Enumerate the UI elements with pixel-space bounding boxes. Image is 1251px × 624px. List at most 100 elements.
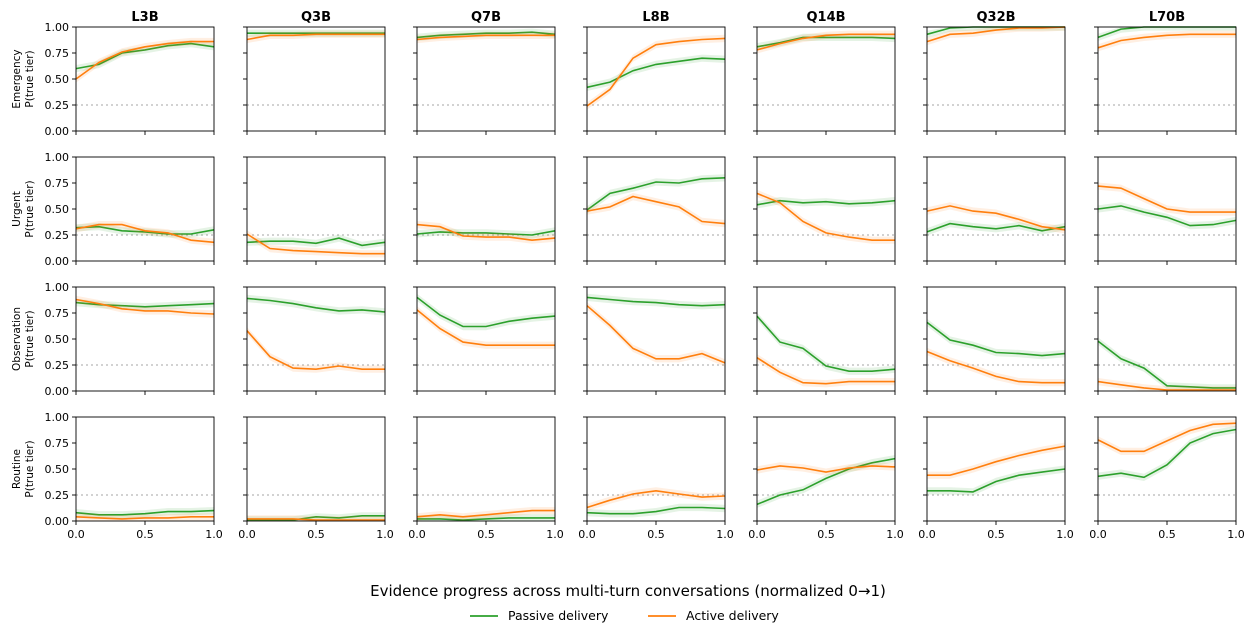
passive-band [247, 234, 385, 249]
y-tick-label: 0.50 [45, 203, 70, 216]
passive-band [76, 299, 214, 311]
passive-line [756, 199, 896, 206]
x-tick-label: 0.0 [408, 528, 426, 541]
legend-item-active: Active delivery [648, 608, 779, 623]
active-band [247, 30, 385, 44]
active-band [1098, 419, 1236, 455]
y-tick-label: 0.00 [45, 515, 70, 528]
y-tick-label: 0.75 [45, 307, 70, 320]
y-tick-label: 0.00 [45, 255, 70, 268]
active-line [416, 309, 555, 346]
panel-frame [416, 416, 556, 522]
active-band [76, 221, 214, 246]
legend-label: Active delivery [686, 608, 779, 623]
panel-emergency-q32b: Q32B [923, 10, 1066, 135]
passive-line [1097, 340, 1236, 389]
active-band [417, 306, 555, 349]
panel-routine-q3b: 0.0 0.5 1.0 [238, 416, 394, 541]
model-title: L70B [1149, 10, 1185, 25]
active-line [586, 305, 726, 364]
panel-routine-l8b: 0.0 0.5 1.0 [578, 416, 734, 541]
x-tick-label: 0.5 [477, 528, 495, 541]
passive-band [927, 27, 1065, 38]
active-line [246, 233, 385, 255]
panel-urgent-q7b [413, 156, 556, 265]
y-tick-label: 0.25 [45, 99, 70, 112]
panel-frame [416, 156, 556, 262]
panel-frame [756, 156, 896, 262]
passive-band [247, 294, 385, 316]
model-title: Q3B [301, 10, 331, 25]
passive-band [1098, 27, 1236, 41]
panel-frame [416, 286, 556, 392]
panel-observation-q14b [753, 286, 896, 395]
panel-routine-q14b: 0.0 0.5 1.0 [748, 416, 904, 541]
tier-label: Emergency [11, 49, 23, 108]
active-line [1097, 33, 1236, 49]
passive-band [757, 197, 895, 209]
active-band [757, 462, 895, 476]
passive-band [1098, 337, 1236, 391]
y-tick-label: 0.50 [45, 463, 70, 476]
active-line [1097, 380, 1236, 391]
passive-band [587, 54, 725, 91]
passive-line [1097, 205, 1237, 227]
passive-line [586, 296, 726, 307]
x-tick-label: 0.0 [918, 528, 936, 541]
passive-line [247, 515, 385, 521]
active-line [586, 37, 726, 107]
active-band [927, 202, 1065, 234]
x-tick-label: 0.5 [136, 528, 154, 541]
y-tick-label: 0.00 [45, 385, 70, 398]
x-tick-label: 0.5 [307, 528, 325, 541]
passive-band [1098, 425, 1236, 481]
active-band [757, 354, 895, 388]
x-tick-label: 0.0 [578, 528, 596, 541]
passive-line [417, 517, 555, 521]
model-title: Q14B [806, 10, 845, 25]
x-tick-label: 1.0 [205, 528, 223, 541]
active-band [927, 27, 1065, 46]
active-line [75, 298, 215, 315]
panel-routine-q32b: 0.0 0.5 1.0 [918, 416, 1074, 541]
panel-frame [1097, 286, 1237, 392]
active-line [926, 205, 1066, 231]
active-band [1098, 378, 1236, 391]
active-band [247, 230, 385, 258]
legend-item-passive: Passive delivery [470, 608, 609, 623]
panel-observation-q3b [243, 286, 386, 395]
panel-frame [416, 26, 556, 132]
tier-label: Urgent [11, 191, 23, 227]
active-line [756, 357, 895, 385]
tier-ylabel: P(true tier) [24, 440, 36, 497]
panel-urgent-q3b [243, 156, 386, 265]
active-line [756, 33, 895, 51]
active-band [927, 442, 1065, 479]
panel-routine-l70b: 0.0 0.5 1.0 [1089, 416, 1245, 541]
panel-frame [926, 26, 1066, 132]
y-tick-label: 0.25 [45, 489, 70, 502]
active-line [416, 223, 556, 242]
panel-frame [75, 416, 215, 522]
active-line [756, 465, 896, 473]
tier-ylabel: P(true tier) [24, 310, 36, 367]
active-band [1098, 182, 1236, 216]
x-tick-label: 0.5 [817, 528, 835, 541]
x-tick-label: 0.5 [647, 528, 665, 541]
panel-emergency-q14b: Q14B [753, 10, 896, 135]
y-tick-label: 0.75 [45, 177, 70, 190]
x-tick-label: 1.0 [716, 528, 734, 541]
passive-band [587, 293, 725, 310]
passive-band [927, 219, 1065, 236]
panel-urgent-l3b: 0.00 0.25 0.50 0.75 1.00 [45, 151, 215, 268]
passive-line [926, 222, 1066, 233]
x-tick-label: 0.5 [1158, 528, 1176, 541]
x-tick-label: 0.0 [238, 528, 256, 541]
passive-line [756, 315, 896, 372]
x-tick-label: 0.0 [67, 528, 85, 541]
panel-observation-l70b [1094, 286, 1237, 395]
active-line [75, 223, 215, 244]
active-line [416, 509, 555, 518]
active-line [1097, 185, 1236, 213]
active-band [757, 30, 895, 54]
